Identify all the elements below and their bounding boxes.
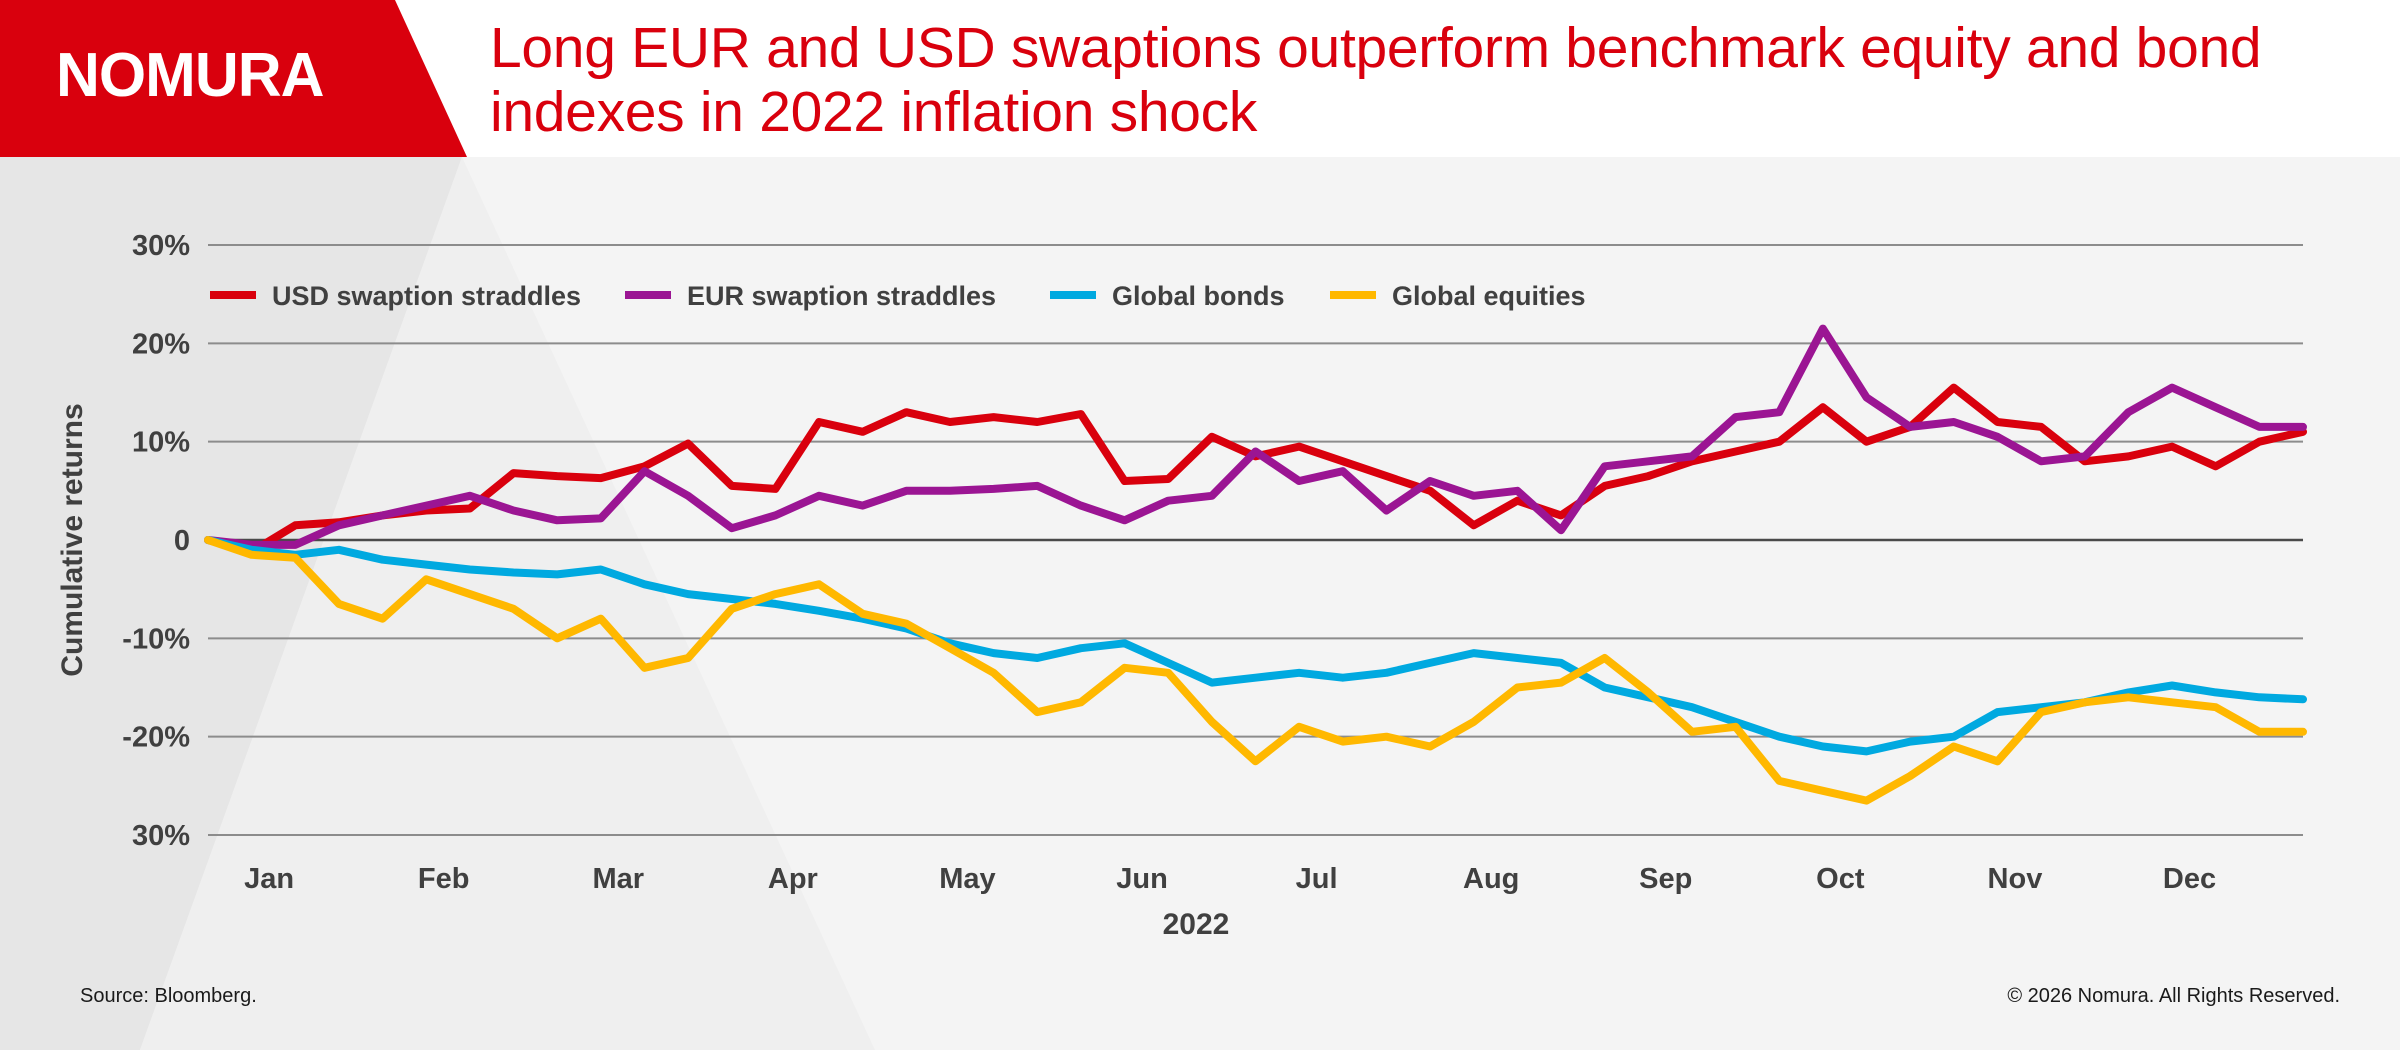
x-tick-label: Dec: [2163, 863, 2216, 895]
y-tick-label: 0: [174, 525, 190, 557]
x-tick-label: Aug: [1463, 863, 1519, 895]
x-tick-label: Oct: [1816, 863, 1865, 895]
series-line-global-bonds: [204, 536, 2307, 756]
x-tick-label: Nov: [1988, 863, 2043, 895]
y-tick-label: 20%: [132, 328, 190, 360]
x-tick-label: Apr: [768, 863, 818, 895]
page-title: Long EUR and USD swaptions outperform be…: [490, 16, 2262, 144]
series-lines: [204, 324, 2307, 805]
y-tick-label: 10%: [132, 427, 190, 459]
series-line-eur-swaption-straddles: [204, 324, 2307, 549]
bg-shape-left: [0, 157, 462, 1050]
source-note: Source: Bloomberg.: [80, 985, 257, 1007]
legend-label: Global equities: [1392, 281, 1586, 311]
y-tick-label: 30%: [132, 820, 190, 852]
x-axis-ticks: Jan Feb Mar Apr May Jun Jul Aug Sep Oct Nov Dec: [244, 863, 2216, 895]
legend-label: USD swaption straddles: [272, 281, 581, 311]
grid-lines: [208, 244, 2303, 836]
legend-swatch: [1330, 291, 1376, 299]
x-tick-label: Jan: [244, 863, 294, 895]
legend-item: Global equities: [1330, 281, 1586, 311]
legend-swatch: [625, 291, 671, 299]
x-tick-label: Jul: [1296, 863, 1338, 895]
x-axis-title: 2022: [1163, 908, 1230, 941]
y-tick-label: -20%: [122, 722, 190, 754]
legend-item: Global bonds: [1050, 281, 1285, 311]
x-tick-label: Jun: [1116, 863, 1168, 895]
series-line-usd-swaption-straddles: [204, 383, 2307, 556]
legend-swatch: [1050, 291, 1096, 299]
legend: USD swaption straddles EUR swaption strad…: [210, 281, 1586, 311]
legend-item: EUR swaption straddles: [625, 281, 996, 311]
legend-item: USD swaption straddles: [210, 281, 581, 311]
legend-label: Global bonds: [1112, 281, 1285, 311]
x-tick-label: Mar: [592, 863, 644, 895]
copyright-note: © 2026 Nomura. All Rights Reserved.: [2007, 985, 2340, 1007]
y-axis-title: Cumulative returns: [56, 403, 89, 676]
series-line-global-equities: [204, 536, 2307, 805]
y-tick-label: -10%: [122, 623, 190, 655]
y-axis-ticks: 30% 20% 10% 0 -10% -20% 30%: [122, 230, 190, 852]
nomura-logo: NOMURA: [56, 41, 325, 110]
x-tick-label: Sep: [1639, 863, 1692, 895]
legend-label: EUR swaption straddles: [687, 281, 996, 311]
x-tick-label: Feb: [418, 863, 470, 895]
legend-swatch: [210, 291, 256, 299]
x-tick-label: May: [939, 863, 995, 895]
logo-banner: [0, 0, 467, 157]
y-tick-label: 30%: [132, 230, 190, 262]
